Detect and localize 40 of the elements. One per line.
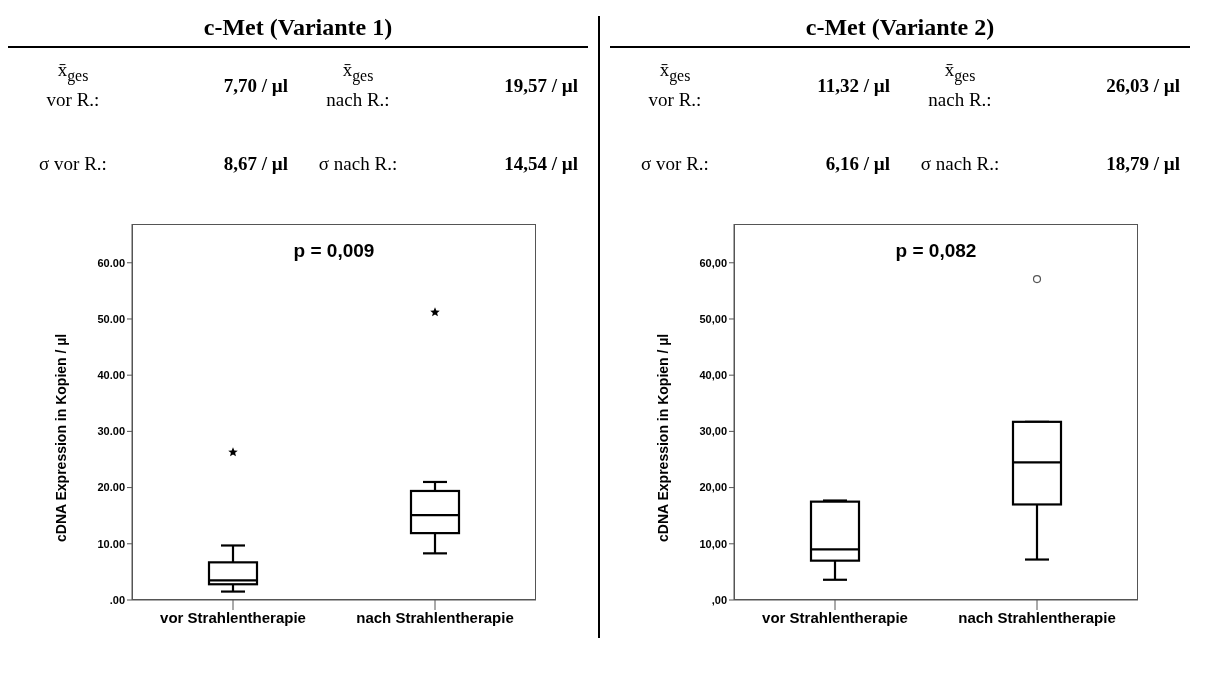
annotation: p = 0,009 bbox=[292, 240, 376, 262]
text: σ vor R.: bbox=[38, 152, 108, 176]
y-tick-label: 10.00 bbox=[97, 537, 125, 550]
y-tick-label: 40,00 bbox=[699, 369, 727, 382]
text: 7,70 / µl bbox=[222, 74, 288, 98]
y-tick-label: 20,00 bbox=[699, 481, 727, 494]
text: 14,54 / µl bbox=[503, 152, 578, 176]
text: x̄$_{ges}$ nach R.: bbox=[927, 58, 993, 112]
text: σ nach R.: bbox=[919, 152, 1001, 176]
text: 26,03 / µl bbox=[1105, 74, 1180, 98]
x-tick-label: vor Strahlentherapie bbox=[160, 608, 306, 626]
chart-title: c-Met (Variante 2) bbox=[804, 13, 996, 42]
y-tick-label: 60,00 bbox=[699, 256, 727, 269]
text: σ vor R.: bbox=[640, 152, 710, 176]
y-tick-label: 50,00 bbox=[699, 312, 727, 325]
chart-title: c-Met (Variante 1) bbox=[202, 13, 394, 42]
text: 6,16 / µl bbox=[824, 152, 890, 176]
y-tick-label: 60.00 bbox=[97, 256, 125, 269]
annotation: p = 0,082 bbox=[894, 240, 978, 262]
y-axis-title: cDNA Expression in Kopien / µl bbox=[654, 333, 671, 542]
text: x̄$_{ges}$ nach R.: bbox=[325, 58, 391, 112]
text: x̄$_{ges}$ vor R.: bbox=[45, 58, 101, 112]
y-tick-label: .00 bbox=[109, 593, 125, 606]
y-tick-label: 40.00 bbox=[97, 369, 125, 382]
x-tick-label: vor Strahlentherapie bbox=[762, 608, 908, 626]
text: 11,32 / µl bbox=[816, 74, 890, 98]
x-tick-label: nach Strahlentherapie bbox=[356, 608, 514, 626]
x-tick-label: nach Strahlentherapie bbox=[958, 608, 1116, 626]
text: σ nach R.: bbox=[317, 152, 399, 176]
y-tick-label: 10,00 bbox=[699, 537, 727, 550]
text: x̄$_{ges}$ vor R.: bbox=[647, 58, 703, 112]
text: 18,79 / µl bbox=[1105, 152, 1180, 176]
y-tick-label: 20.00 bbox=[97, 481, 125, 494]
y-tick-label: ,00 bbox=[711, 593, 727, 606]
y-axis-title: cDNA Expression in Kopien / µl bbox=[52, 333, 69, 542]
y-tick-label: 50.00 bbox=[97, 312, 125, 325]
y-tick-label: 30.00 bbox=[97, 425, 125, 438]
text: 8,67 / µl bbox=[222, 152, 288, 176]
text: 19,57 / µl bbox=[503, 74, 578, 98]
y-tick-label: 30,00 bbox=[699, 425, 727, 438]
